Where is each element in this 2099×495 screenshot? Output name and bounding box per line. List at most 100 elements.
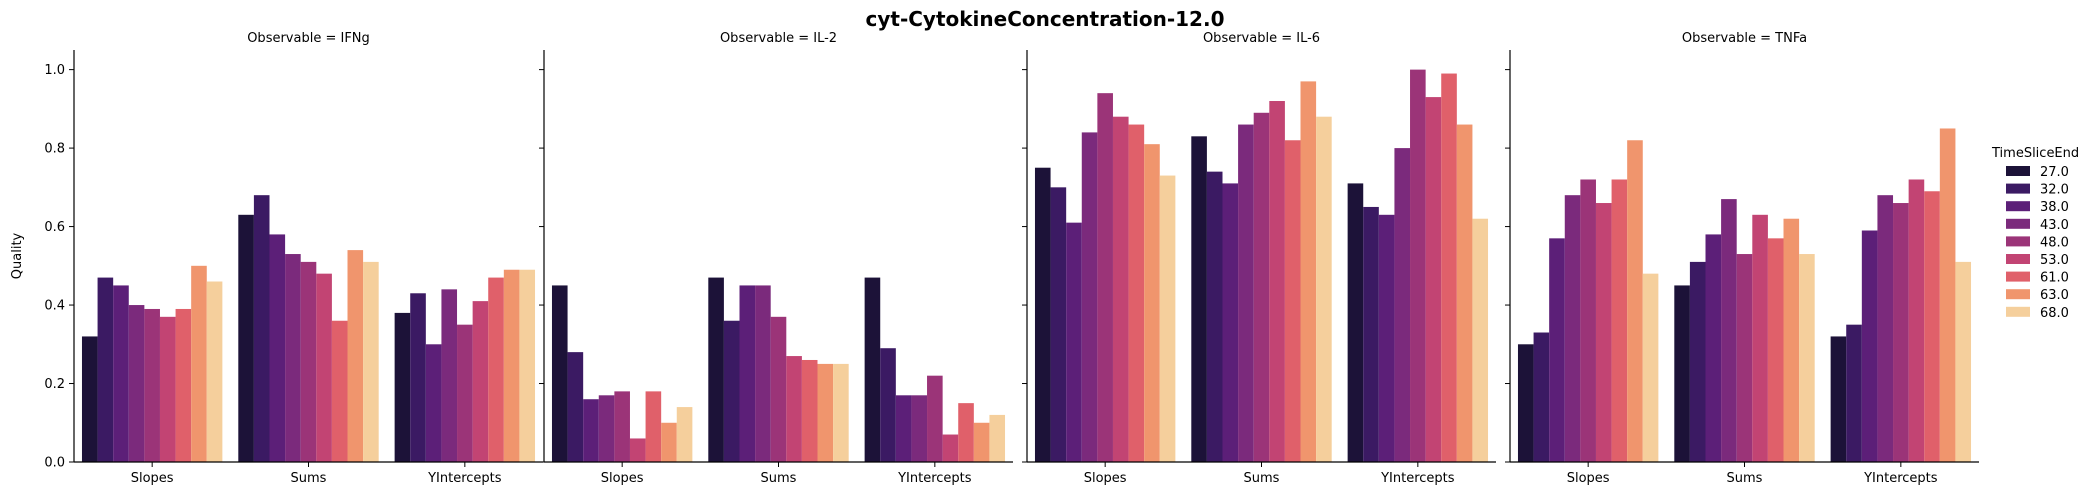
x-tick-label: Sums	[1244, 471, 1280, 486]
bar	[1611, 179, 1628, 463]
bar	[1564, 195, 1581, 462]
bar	[676, 407, 693, 462]
bar	[614, 391, 630, 462]
bar	[1830, 336, 1847, 462]
bar	[801, 359, 818, 462]
x-tick-label: YIntercepts	[1380, 471, 1455, 486]
y-tick-label: 0.6	[44, 220, 65, 235]
bar	[1222, 183, 1239, 462]
bar	[817, 363, 834, 462]
legend-swatch	[2006, 289, 2030, 300]
legend-label: 61.0	[2040, 271, 2069, 286]
bar	[1128, 124, 1145, 463]
y-tick-label: 0.0	[44, 456, 65, 471]
legend-label: 38.0	[2040, 200, 2069, 215]
y-axis-label: Quality	[10, 232, 25, 279]
bar	[457, 324, 473, 462]
x-tick-label: Slopes	[131, 471, 174, 486]
bar	[1533, 332, 1550, 462]
bar	[269, 234, 286, 462]
bar	[1783, 218, 1800, 462]
bar	[708, 277, 724, 462]
bar	[786, 356, 802, 462]
bar	[1441, 73, 1457, 462]
legend-swatch	[2006, 306, 2030, 317]
bar	[1767, 238, 1784, 462]
bar	[1893, 203, 1909, 462]
legend-swatch	[2006, 166, 2030, 176]
bar	[1159, 175, 1176, 462]
bar	[1066, 222, 1082, 462]
bar	[206, 281, 223, 462]
bar	[1425, 97, 1442, 462]
bar	[331, 320, 348, 462]
x-tick-label: Slopes	[1084, 471, 1127, 486]
bar	[1269, 101, 1285, 462]
bar	[1580, 179, 1596, 463]
bar	[472, 301, 489, 462]
bar	[1549, 238, 1565, 462]
legend-swatch	[2006, 218, 2030, 229]
bar	[567, 352, 584, 462]
bar	[144, 308, 160, 462]
bar	[441, 289, 458, 462]
bar	[1799, 254, 1815, 462]
bar	[942, 434, 959, 462]
facet-panels: Observable = IFNg Slopes Sums YIntercepts 0.…	[44, 31, 1979, 486]
bar	[1642, 273, 1659, 462]
bar	[1456, 124, 1473, 463]
legend-label: 27.0	[2040, 165, 2069, 180]
bar	[1736, 254, 1753, 462]
x-tick-label: YIntercepts	[1863, 471, 1938, 486]
bar	[1300, 81, 1317, 462]
facet-panel: Observable = IL-6 Slopes Sums YIntercepts	[1022, 31, 1496, 486]
bar	[1284, 140, 1301, 462]
bar	[661, 422, 677, 462]
bar	[175, 308, 192, 462]
bar	[425, 344, 442, 462]
bar	[191, 265, 207, 462]
bar	[911, 395, 928, 462]
bar	[629, 438, 646, 462]
x-tick-label: Slopes	[601, 471, 644, 486]
bar	[1877, 195, 1894, 462]
bar	[1939, 128, 1956, 463]
bar	[583, 399, 599, 462]
x-tick-label: Sums	[291, 471, 327, 486]
bar	[1191, 136, 1207, 462]
legend: TimeSliceEnd 27.0 32.0 38.0 43.0 48.0 53.0 61.…	[1991, 146, 2079, 321]
bar	[316, 273, 332, 462]
bar	[1394, 148, 1411, 462]
bar	[1316, 116, 1332, 462]
legend-label: 48.0	[2040, 235, 2069, 250]
legend-label: 53.0	[2040, 253, 2069, 268]
bar	[723, 320, 740, 462]
chart-title: cyt-CytokineConcentration-12.0	[865, 7, 1224, 31]
bar	[503, 269, 520, 462]
bar	[285, 254, 301, 462]
bar	[128, 305, 145, 462]
bar	[1924, 191, 1940, 462]
legend-swatch	[2006, 271, 2030, 282]
legend-swatch	[2006, 254, 2030, 264]
bar	[253, 195, 270, 462]
bar	[1861, 230, 1878, 462]
bar	[1097, 93, 1113, 462]
bar	[598, 395, 615, 462]
panel-title: Observable = IL-2	[720, 31, 837, 46]
bar	[1363, 206, 1379, 462]
bar	[1472, 218, 1489, 462]
bar	[1955, 261, 1972, 462]
bar	[1378, 214, 1395, 462]
legend-title: TimeSliceEnd	[1991, 146, 2079, 161]
facet-panel: Observable = TNFa Slopes Sums YIntercepts	[1505, 31, 1979, 486]
bar	[410, 293, 426, 462]
bar	[755, 285, 771, 462]
bar	[1347, 183, 1364, 462]
bar	[973, 422, 990, 462]
bar	[519, 269, 536, 462]
legend-label: 43.0	[2040, 218, 2069, 233]
bar	[113, 285, 129, 462]
bar	[958, 403, 974, 462]
